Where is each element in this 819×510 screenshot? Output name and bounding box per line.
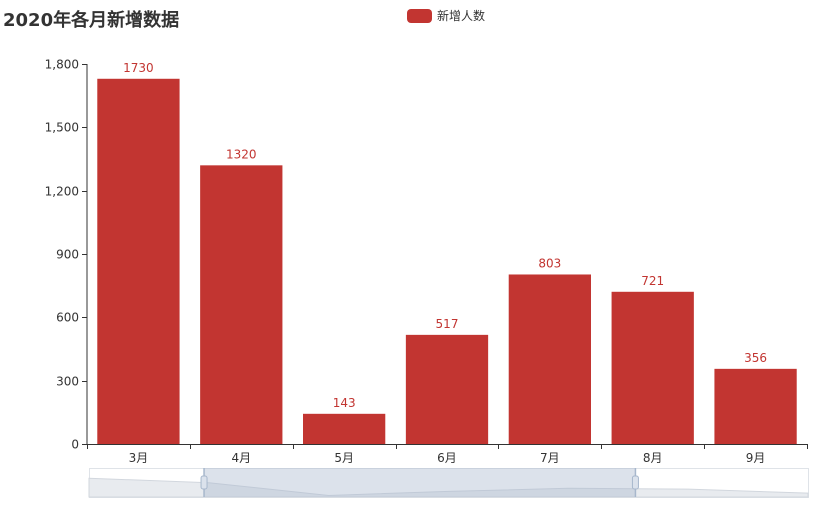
x-tick-label: 5月	[334, 451, 354, 465]
zoom-handle-end[interactable]	[631, 475, 639, 490]
zoom-handle-start[interactable]	[200, 475, 208, 490]
bar[interactable]	[303, 413, 386, 444]
x-tick-label: 8月	[643, 451, 663, 465]
legend-item[interactable]: 新增人数	[407, 7, 485, 24]
y-tick-label: 300	[56, 375, 79, 389]
data-label: 1320	[226, 147, 257, 161]
y-tick-label: 0	[71, 438, 79, 452]
y-tick-label: 1,800	[45, 58, 79, 72]
chart-title: 2020年各月新增数据	[3, 10, 180, 31]
bars	[97, 78, 797, 445]
x-tick-label: 6月	[437, 451, 457, 465]
y-tick-label: 1,500	[45, 121, 79, 135]
x-axis: 3月 4月 5月 6月 7月 8月 9月	[87, 444, 808, 465]
y-tick-label: 600	[56, 311, 79, 325]
data-zoom-slider[interactable]	[88, 468, 809, 498]
y-tick-label: 900	[56, 248, 79, 262]
y-tick-label: 1,200	[45, 185, 79, 199]
x-tick-label: 3月	[129, 451, 149, 465]
data-label: 1730	[123, 61, 154, 75]
bar[interactable]	[508, 274, 591, 444]
data-label: 517	[436, 317, 459, 331]
zoom-selection[interactable]	[204, 468, 636, 497]
x-tick-label: 9月	[746, 451, 766, 465]
bar[interactable]	[200, 165, 283, 445]
bar[interactable]	[611, 291, 694, 444]
data-label: 721	[641, 274, 664, 288]
data-label: 803	[538, 256, 561, 270]
x-tick-label: 7月	[540, 451, 560, 465]
bar[interactable]	[97, 78, 180, 445]
data-label: 356	[744, 351, 767, 365]
x-tick-label: 4月	[231, 451, 251, 465]
bar[interactable]	[405, 334, 489, 444]
y-axis: 0 300 600 900 1,200 1,500 1,800	[45, 58, 88, 452]
data-label: 143	[333, 396, 356, 410]
legend-label: 新增人数	[437, 9, 486, 23]
zoom-preview	[88, 477, 809, 498]
bar[interactable]	[714, 368, 797, 444]
data-labels: 1730 1320 143 517 803 721 356	[123, 61, 767, 410]
legend-swatch	[407, 8, 432, 23]
